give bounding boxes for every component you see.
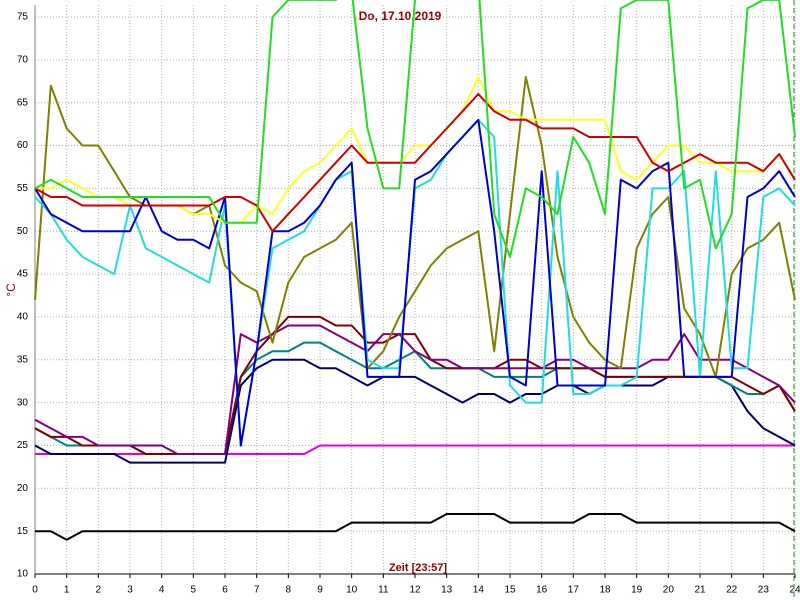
x-tick-label: 15	[504, 585, 516, 596]
x-tick-label: 19	[631, 585, 643, 596]
data-line	[34, 315, 796, 455]
y-tick-label: 25	[17, 440, 29, 451]
y-axis-label: °C	[4, 283, 18, 297]
x-tick-label: 3	[127, 585, 133, 596]
x-tick-label: 10	[346, 585, 358, 596]
data-line	[34, 324, 796, 455]
x-tick-label: 18	[599, 585, 611, 596]
x-tick-label: 20	[663, 585, 675, 596]
x-tick-label: 6	[222, 585, 228, 596]
y-tick-label: 10	[17, 569, 29, 580]
x-tick-label: 22	[726, 585, 738, 596]
y-tick-label: 35	[17, 354, 29, 365]
x-tick-label: 12	[409, 585, 421, 596]
x-tick-label: 1	[64, 585, 70, 596]
data-line	[35, 513, 796, 541]
y-tick-label: 40	[17, 312, 29, 323]
x-tick-label: 7	[254, 585, 260, 596]
data-line	[34, 118, 796, 447]
y-tick-label: 60	[17, 140, 29, 151]
y-tick-label: 55	[17, 183, 29, 194]
x-tick-label: 0	[32, 585, 38, 596]
y-tick-label: 50	[17, 226, 29, 237]
y-tick-label: 20	[17, 483, 29, 494]
x-tick-label: 21	[694, 585, 706, 596]
y-tick-label: 75	[17, 12, 29, 23]
x-tick-label: 24	[789, 585, 800, 596]
x-tick-label: 2	[96, 585, 102, 596]
x-tick-label: 14	[473, 585, 485, 596]
y-tick-label: 70	[17, 54, 29, 65]
x-tick-label: 5	[191, 585, 197, 596]
y-tick-label: 45	[17, 269, 29, 280]
x-axis-label: Zeit [23:57]	[389, 562, 447, 574]
y-tick-label: 30	[17, 397, 29, 408]
x-tick-label: 23	[758, 585, 770, 596]
x-tick-label: 13	[441, 585, 453, 596]
x-tick-label: 4	[159, 585, 165, 596]
x-tick-label: 8	[286, 585, 292, 596]
x-tick-label: 9	[317, 585, 323, 596]
x-tick-label: 17	[568, 585, 580, 596]
data-line	[34, 93, 796, 233]
y-tick-label: 65	[17, 97, 29, 108]
x-tick-label: 11	[378, 585, 389, 596]
data-line	[34, 0, 796, 258]
chart-title: Do, 17.10.2019	[359, 9, 442, 23]
x-tick-label: 16	[536, 585, 548, 596]
y-tick-label: 15	[17, 526, 29, 537]
